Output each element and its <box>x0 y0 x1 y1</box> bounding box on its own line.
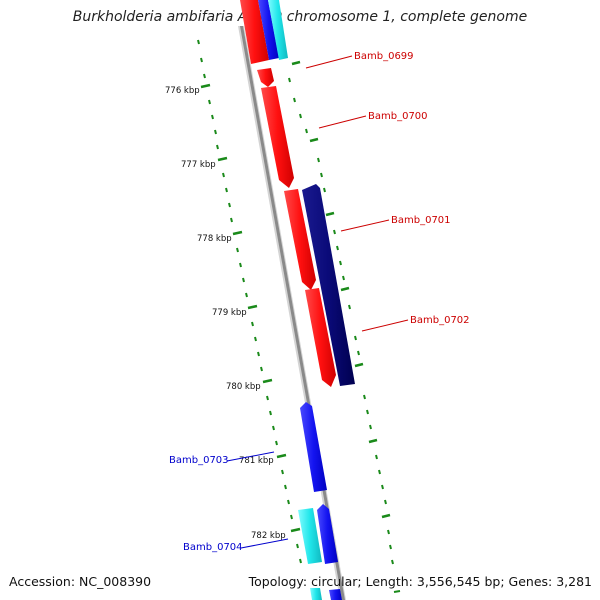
scale-label-779: 779 kbp <box>212 308 247 318</box>
gene-blue-feature-bottom[interactable] <box>317 504 338 564</box>
scale-label-781: 781 kbp <box>239 456 274 466</box>
callout-bamb-0704 <box>240 538 289 549</box>
left-tick-row <box>197 39 302 564</box>
gene-navy-feature[interactable] <box>302 184 355 386</box>
accession-text: Accession: NC_008390 <box>9 574 152 589</box>
bottom-tick <box>393 590 401 593</box>
gene-feature-bottom-blue[interactable] <box>329 589 342 600</box>
scale-label-776: 776 kbp <box>165 86 200 96</box>
gene-label-bamb-0704[interactable]: Bamb_0704 <box>183 542 243 553</box>
right-tick-row <box>282 49 394 565</box>
scale-label-782: 782 kbp <box>251 531 286 541</box>
scale-label-778: 778 kbp <box>197 234 232 244</box>
gene-label-bamb-0703[interactable]: Bamb_0703 <box>169 455 229 466</box>
gene-label-bamb-0700[interactable]: Bamb_0700 <box>368 111 428 122</box>
callout-bamb-0702 <box>361 319 409 332</box>
gene-label-bamb-0699[interactable]: Bamb_0699 <box>354 51 414 62</box>
scale-label-780: 780 kbp <box>226 382 261 392</box>
gene-bamb-0704[interactable] <box>298 508 322 564</box>
scale-label-777: 777 kbp <box>181 160 216 170</box>
gene-feature-bottom-cyan[interactable] <box>310 588 322 600</box>
callout-bamb-0703 <box>226 451 275 462</box>
map-title: Burkholderia ambifaria AMMD chromosome 1… <box>72 9 528 25</box>
gene-feature-top-blue[interactable] <box>258 0 279 60</box>
gene-feature-top-cyan[interactable] <box>268 0 288 60</box>
gene-bamb-0699[interactable] <box>257 68 274 87</box>
gene-bamb-0703[interactable] <box>300 402 327 492</box>
genome-summary-text: Topology: circular; Length: 3,556,545 bp… <box>248 574 592 589</box>
gene-bamb-0702[interactable] <box>305 288 336 387</box>
callout-bamb-0699 <box>305 55 353 69</box>
gene-feature-top-red[interactable] <box>240 0 269 64</box>
callout-bamb-0700 <box>318 115 367 129</box>
gene-label-bamb-0702[interactable]: Bamb_0702 <box>410 315 470 326</box>
gene-label-bamb-0701[interactable]: Bamb_0701 <box>391 215 451 226</box>
callout-bamb-0701 <box>340 219 390 232</box>
gene-bamb-0700[interactable] <box>261 86 294 188</box>
gene-bamb-0701[interactable] <box>284 189 316 290</box>
